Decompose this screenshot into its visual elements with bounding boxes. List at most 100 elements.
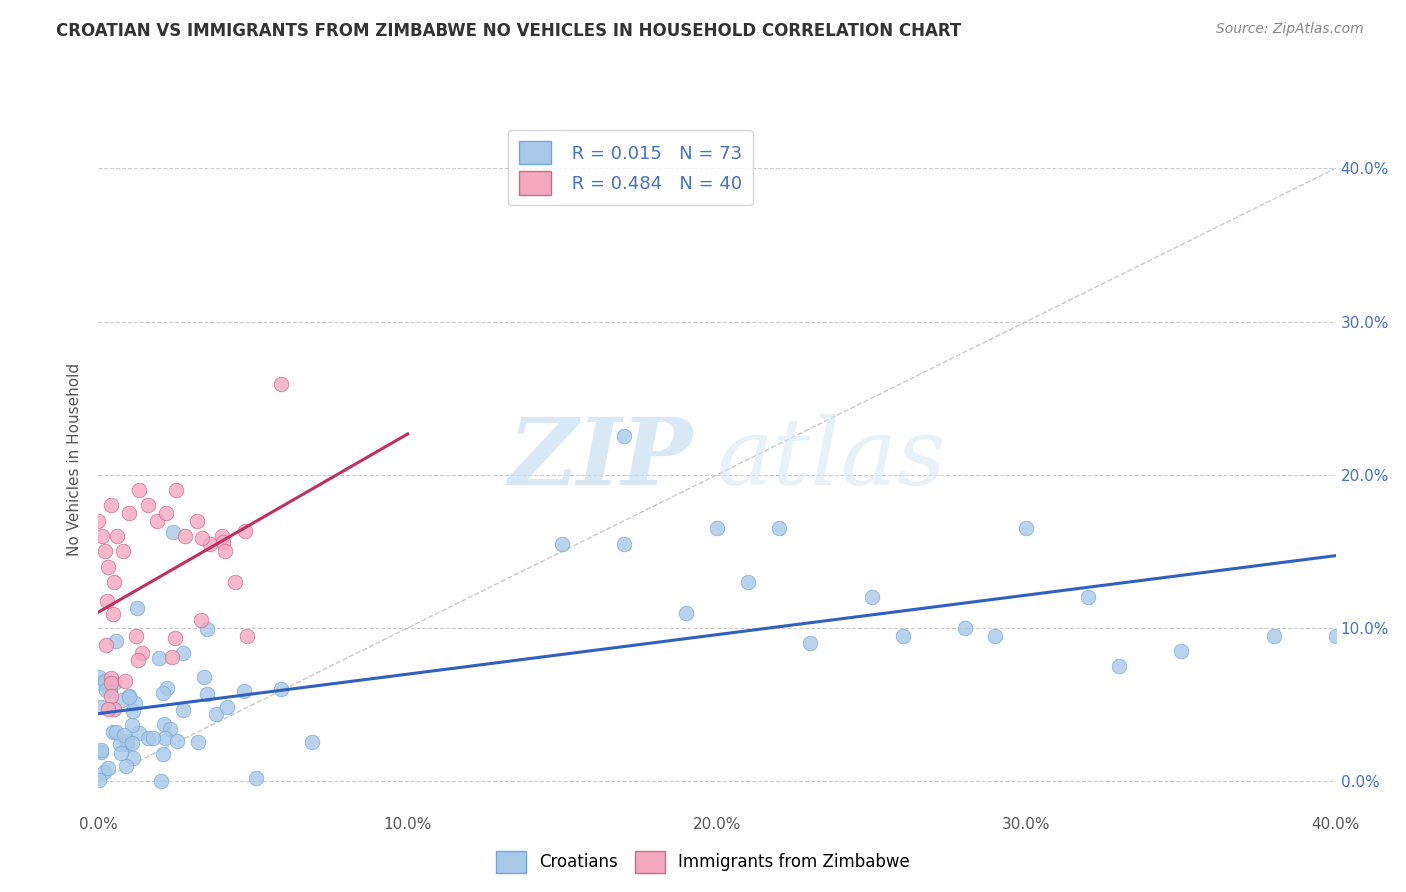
Point <box>148 651 170 665</box>
Text: CROATIAN VS IMMIGRANTS FROM ZIMBABWE NO VEHICLES IN HOUSEHOLD CORRELATION CHART: CROATIAN VS IMMIGRANTS FROM ZIMBABWE NO … <box>56 22 962 40</box>
Point <box>1108 659 1130 673</box>
Text: atlas: atlas <box>717 415 946 504</box>
Point <box>110 693 132 707</box>
Point <box>93 764 115 779</box>
Point <box>174 529 197 543</box>
Point <box>675 606 697 620</box>
Point <box>105 725 128 739</box>
Point <box>136 499 159 513</box>
Point <box>1263 628 1285 642</box>
Point <box>152 747 174 761</box>
Point <box>87 772 110 787</box>
Point <box>87 670 110 684</box>
Point <box>117 737 139 751</box>
Point <box>551 536 574 550</box>
Point <box>193 670 215 684</box>
Text: Source: ZipAtlas.com: Source: ZipAtlas.com <box>1216 22 1364 37</box>
Point <box>100 671 122 685</box>
Point <box>125 629 148 643</box>
Point <box>89 700 111 714</box>
Point <box>121 718 143 732</box>
Point <box>131 646 153 660</box>
Point <box>110 737 132 751</box>
Point <box>737 574 759 589</box>
Point <box>953 621 976 635</box>
Point <box>115 758 138 772</box>
Point <box>100 689 122 703</box>
Point <box>125 601 148 615</box>
Point <box>153 717 176 731</box>
Point <box>205 707 228 722</box>
Point <box>118 689 141 703</box>
Point <box>165 483 187 497</box>
Point <box>112 544 135 558</box>
Point <box>860 591 883 605</box>
Point <box>90 742 112 756</box>
Point <box>121 704 143 718</box>
Point <box>172 703 194 717</box>
Point <box>214 544 236 558</box>
Point <box>103 676 125 690</box>
Legend: Croatians, Immigrants from Zimbabwe: Croatians, Immigrants from Zimbabwe <box>489 845 917 880</box>
Point <box>97 761 120 775</box>
Point <box>156 681 179 695</box>
Point <box>613 536 636 550</box>
Legend:  R = 0.015   N = 73,  R = 0.484   N = 40: R = 0.015 N = 73, R = 0.484 N = 40 <box>508 130 752 205</box>
Point <box>891 628 914 642</box>
Text: ZIP: ZIP <box>508 415 692 504</box>
Point <box>190 613 212 627</box>
Point <box>191 532 214 546</box>
Point <box>212 535 235 549</box>
Y-axis label: No Vehicles in Household: No Vehicles in Household <box>67 363 83 556</box>
Point <box>245 771 267 785</box>
Point <box>122 751 145 765</box>
Point <box>114 673 136 688</box>
Point <box>152 686 174 700</box>
Point <box>153 731 176 745</box>
Point <box>768 521 790 535</box>
Point <box>198 536 221 550</box>
Point <box>159 722 181 736</box>
Point <box>270 682 292 697</box>
Point <box>100 499 122 513</box>
Point <box>96 638 118 652</box>
Point <box>165 631 187 645</box>
Point <box>172 646 194 660</box>
Point <box>236 628 259 642</box>
Point <box>98 684 121 698</box>
Point <box>124 696 146 710</box>
Point <box>128 483 150 497</box>
Point <box>270 377 292 392</box>
Point <box>706 521 728 535</box>
Point <box>215 700 238 714</box>
Point <box>613 429 636 443</box>
Point <box>121 736 143 750</box>
Point <box>1015 521 1038 535</box>
Point <box>97 559 120 574</box>
Point <box>233 524 256 538</box>
Point <box>155 506 177 520</box>
Point <box>186 514 208 528</box>
Point <box>101 607 124 622</box>
Point <box>146 514 169 528</box>
Point <box>1324 628 1347 642</box>
Point <box>232 684 254 698</box>
Point <box>97 702 120 716</box>
Point <box>90 746 112 760</box>
Point <box>984 628 1007 642</box>
Point <box>103 574 125 589</box>
Point <box>150 774 173 789</box>
Point <box>93 544 115 558</box>
Point <box>118 690 141 704</box>
Point <box>96 594 118 608</box>
Point <box>110 746 132 760</box>
Point <box>90 529 112 543</box>
Point <box>1170 644 1192 658</box>
Point <box>101 725 124 739</box>
Point <box>224 574 246 589</box>
Point <box>301 735 323 749</box>
Point <box>162 525 184 540</box>
Point <box>160 649 183 664</box>
Point <box>118 506 141 520</box>
Point <box>105 529 128 543</box>
